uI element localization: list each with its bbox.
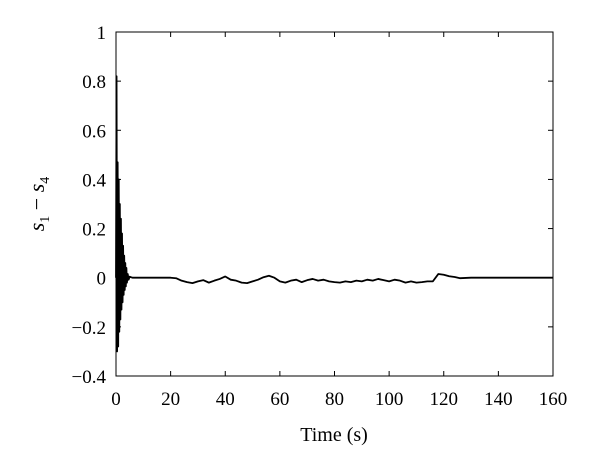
x-tick-label: 40 <box>216 389 235 410</box>
y-axis-label: s1 − s4 <box>24 177 53 232</box>
y-tick-label: 0 <box>97 269 107 290</box>
y-tick-label: 0.2 <box>82 220 106 241</box>
x-tick-label: 20 <box>161 389 180 410</box>
x-tick-label: 160 <box>539 389 568 410</box>
x-tick-label: 100 <box>375 389 404 410</box>
y-tick-label: 0.4 <box>82 170 106 191</box>
x-tick-label: 0 <box>111 389 121 410</box>
y-axis-label-sub2: 4 <box>38 177 53 184</box>
y-tick-label: −0.2 <box>72 318 106 339</box>
y-tick-label: 0.8 <box>82 72 106 93</box>
x-tick-label: 80 <box>325 389 344 410</box>
x-axis-label: Time (s) <box>300 424 368 446</box>
y-tick-label: −0.4 <box>72 367 107 388</box>
x-ticks <box>115 32 554 376</box>
y-tick-label: 1 <box>97 23 107 44</box>
y-tick-labels: −0.4 −0.2 0 0.2 0.4 0.6 0.8 1 <box>72 23 107 388</box>
y-axis-label-op: − <box>24 192 49 215</box>
plot-frame <box>115 31 554 377</box>
y-axis-label-var2: s <box>24 184 49 193</box>
series-layer <box>115 75 553 353</box>
x-tick-labels: 0 20 40 60 80 100 120 140 160 <box>111 389 567 410</box>
y-axis-label-sub1: 1 <box>38 216 53 223</box>
x-tick-label: 140 <box>484 389 513 410</box>
y-tick-label: 0.6 <box>82 121 106 142</box>
x-tick-label: 120 <box>430 389 459 410</box>
plot-area: 0 20 40 60 80 100 120 140 160 −0.4 −0.2 0 0.2 0.4 0.6… <box>72 23 568 410</box>
series-line <box>115 75 553 353</box>
y-axis-label-var1: s <box>24 223 49 232</box>
x-tick-label: 60 <box>270 389 289 410</box>
